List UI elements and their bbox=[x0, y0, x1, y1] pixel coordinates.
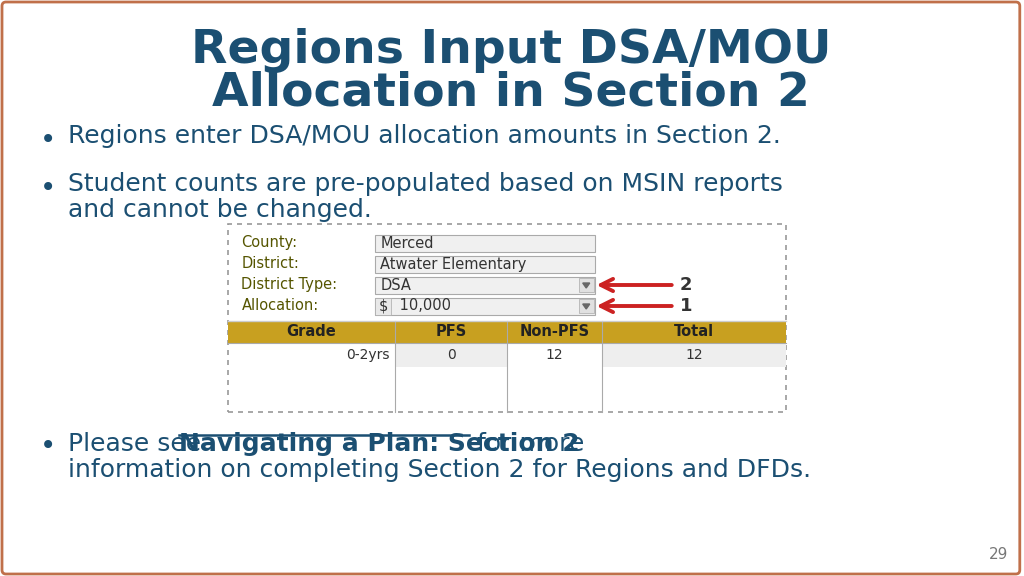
Polygon shape bbox=[583, 304, 590, 309]
Text: Non-PFS: Non-PFS bbox=[519, 324, 590, 339]
Text: for more: for more bbox=[469, 432, 585, 456]
Text: 12: 12 bbox=[685, 348, 702, 362]
Text: and cannot be changed.: and cannot be changed. bbox=[68, 198, 372, 222]
Bar bbox=[602, 343, 786, 367]
Text: PFS: PFS bbox=[435, 324, 467, 339]
FancyBboxPatch shape bbox=[375, 297, 595, 314]
FancyBboxPatch shape bbox=[579, 299, 594, 313]
Text: •: • bbox=[40, 126, 56, 154]
FancyBboxPatch shape bbox=[375, 297, 391, 314]
Text: •: • bbox=[40, 174, 56, 202]
Text: 2: 2 bbox=[680, 276, 692, 294]
Text: Allocation in Section 2: Allocation in Section 2 bbox=[212, 71, 810, 116]
Text: District Type:: District Type: bbox=[242, 278, 338, 293]
Text: DSA: DSA bbox=[380, 278, 411, 293]
Text: Merced: Merced bbox=[380, 236, 434, 251]
Text: $: $ bbox=[379, 298, 388, 313]
Text: 12: 12 bbox=[546, 348, 563, 362]
Text: Grade: Grade bbox=[287, 324, 336, 339]
Text: information on completing Section 2 for Regions and DFDs.: information on completing Section 2 for … bbox=[68, 458, 811, 482]
FancyBboxPatch shape bbox=[375, 256, 595, 272]
Text: 1: 1 bbox=[680, 297, 692, 315]
Text: Regions enter DSA/MOU allocation amounts in Section 2.: Regions enter DSA/MOU allocation amounts… bbox=[68, 124, 780, 148]
Text: County:: County: bbox=[242, 236, 298, 251]
Bar bbox=[395, 343, 507, 367]
Bar bbox=[227, 321, 786, 343]
FancyBboxPatch shape bbox=[375, 234, 595, 252]
Text: 10,000: 10,000 bbox=[395, 298, 452, 313]
Text: 0: 0 bbox=[446, 348, 456, 362]
FancyBboxPatch shape bbox=[227, 224, 786, 412]
Text: Atwater Elementary: Atwater Elementary bbox=[380, 256, 526, 271]
FancyBboxPatch shape bbox=[375, 276, 595, 294]
Text: District:: District: bbox=[242, 256, 299, 271]
Text: Regions Input DSA/MOU: Regions Input DSA/MOU bbox=[190, 28, 831, 73]
Text: Total: Total bbox=[674, 324, 714, 339]
Text: Navigating a Plan: Section 2: Navigating a Plan: Section 2 bbox=[179, 432, 581, 456]
Text: 29: 29 bbox=[988, 547, 1008, 562]
FancyBboxPatch shape bbox=[579, 278, 594, 292]
Text: Please see: Please see bbox=[68, 432, 209, 456]
Text: Allocation:: Allocation: bbox=[242, 298, 318, 313]
Text: Student counts are pre-populated based on MSIN reports: Student counts are pre-populated based o… bbox=[68, 172, 782, 196]
Text: 0-2yrs: 0-2yrs bbox=[346, 348, 389, 362]
Text: •: • bbox=[40, 432, 56, 460]
Polygon shape bbox=[583, 283, 590, 288]
